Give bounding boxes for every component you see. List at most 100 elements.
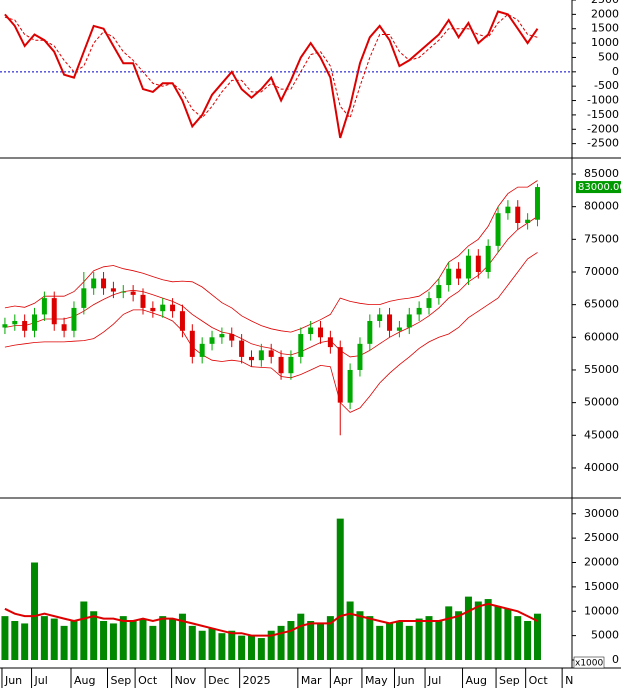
x-tick-label: Mar xyxy=(301,674,322,687)
candle-body xyxy=(2,324,8,328)
x-tick-label: Oct xyxy=(529,674,549,687)
y-tick-label: 1500 xyxy=(591,22,619,35)
y-tick-label: 0 xyxy=(612,653,619,666)
x-tick-label: N xyxy=(565,674,573,687)
volume-bar xyxy=(277,625,285,660)
volume-bar xyxy=(40,616,48,660)
volume-bar xyxy=(80,601,88,660)
candle-body xyxy=(308,327,314,335)
y-tick-label: 40000 xyxy=(584,461,619,474)
candle-body xyxy=(150,307,156,312)
candle-body xyxy=(337,347,343,403)
price-tag-label: 83000.00 xyxy=(578,182,621,193)
volume-bar xyxy=(445,606,453,660)
candle-body xyxy=(475,255,481,272)
volume-bar xyxy=(31,562,39,660)
candle-body xyxy=(189,330,195,357)
oscillator-line xyxy=(4,10,539,139)
candle-body xyxy=(406,314,412,328)
x-tick-label: Aug xyxy=(466,674,487,687)
candle-body xyxy=(505,206,511,214)
candle-body xyxy=(239,340,245,357)
y-tick-label: 0 xyxy=(612,65,619,78)
x-tick-label: 2025 xyxy=(243,674,271,687)
candle-body xyxy=(298,334,304,357)
volume-bar xyxy=(21,623,29,660)
volume-bar xyxy=(366,616,374,660)
volume-bar xyxy=(395,621,403,660)
candle-body xyxy=(51,298,57,325)
volume-bar xyxy=(346,601,354,660)
volume-bar xyxy=(149,625,157,660)
volume-bar xyxy=(257,638,265,660)
x-tick-label: Oct xyxy=(138,674,158,687)
unit-label: x1000 xyxy=(575,659,604,669)
y-tick-label: -1500 xyxy=(587,108,619,121)
x-tick-label: Jun xyxy=(396,674,414,687)
volume-bar xyxy=(267,630,275,660)
candle-body xyxy=(525,219,531,223)
candle-body xyxy=(170,304,176,312)
volume-bar xyxy=(405,625,413,660)
volume-bar xyxy=(11,621,19,660)
candle-body xyxy=(327,337,333,348)
volume-bar xyxy=(386,623,394,660)
candle-body xyxy=(387,314,393,331)
x-tick-label: May xyxy=(365,674,388,687)
unit-box xyxy=(573,656,605,669)
candle-body xyxy=(426,298,432,308)
candle-body xyxy=(12,320,18,325)
candle-body xyxy=(140,294,146,308)
y-tick-label: 10000 xyxy=(584,604,619,617)
y-tick-label: 50000 xyxy=(584,396,619,409)
candle-body xyxy=(91,278,97,289)
volume-bar xyxy=(208,628,216,660)
y-tick-label: -2000 xyxy=(587,122,619,135)
x-tick-label: Apr xyxy=(333,674,353,687)
volume-bar xyxy=(169,618,177,660)
y-tick-label: -2500 xyxy=(587,137,619,150)
candle-body xyxy=(377,314,383,321)
candle-body xyxy=(347,369,353,403)
volume-bar xyxy=(119,616,127,660)
y-tick-label: 5000 xyxy=(591,629,619,642)
x-tick-label: Jul xyxy=(427,674,441,687)
candle-body xyxy=(229,334,235,341)
volume-bar xyxy=(90,611,98,660)
volume-bar xyxy=(100,621,108,660)
candle-body xyxy=(416,307,422,315)
candle-body xyxy=(288,356,294,374)
y-tick-label: 65000 xyxy=(584,298,619,311)
candle-body xyxy=(130,291,136,295)
candle-body xyxy=(22,320,28,331)
volume-bar xyxy=(514,616,522,660)
candle-body xyxy=(110,288,116,292)
volume-bar xyxy=(70,621,78,660)
candle-body xyxy=(318,327,324,338)
x-tick-label: Aug xyxy=(74,674,95,687)
volume-bar xyxy=(109,623,117,660)
volume-bar xyxy=(129,621,137,660)
candle-body xyxy=(258,350,264,361)
candle-body xyxy=(179,311,185,331)
candle-body xyxy=(248,356,254,361)
candle-body xyxy=(41,298,47,315)
volume-bar xyxy=(474,601,482,660)
volume-average xyxy=(4,602,538,637)
y-tick-label: 30000 xyxy=(584,507,619,520)
volume-bar xyxy=(238,635,246,660)
candle-body xyxy=(534,187,540,220)
volume-bar xyxy=(159,616,167,660)
candle-body xyxy=(81,288,87,308)
volume-bar xyxy=(317,623,325,660)
candle-body xyxy=(485,245,491,272)
volume-bar xyxy=(425,616,433,660)
y-tick-label: 25000 xyxy=(584,531,619,544)
y-tick-label: 80000 xyxy=(584,200,619,213)
candle-body xyxy=(268,350,274,357)
volume-bar xyxy=(297,613,305,660)
y-tick-label: 2500 xyxy=(591,0,619,6)
candle-body xyxy=(495,213,501,246)
volume-bar xyxy=(188,625,196,660)
